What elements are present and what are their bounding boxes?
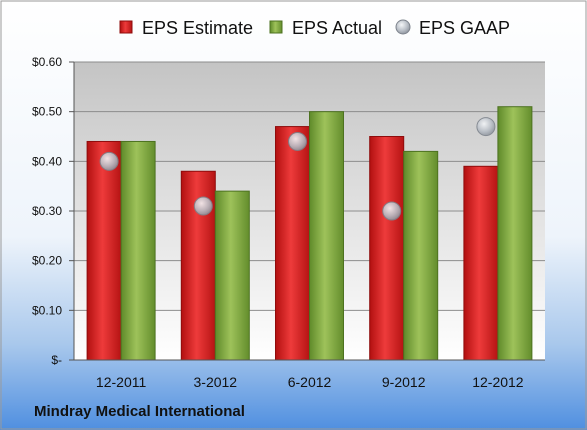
estimate-bar (86, 140, 122, 361)
x-axis: 12-2011 3-2012 6-2012 9-2012 12-2012 (74, 359, 545, 390)
x-category-label: 6-2012 (288, 374, 332, 390)
x-category-label: 9-2012 (382, 374, 426, 390)
gaap-markers (99, 117, 496, 221)
gaap-marker (99, 151, 119, 171)
estimate-bar (369, 136, 405, 361)
estimate-bar (463, 165, 499, 361)
gaap-marker (382, 201, 402, 221)
actual-bar (497, 106, 533, 361)
gaap-marker (476, 117, 496, 137)
actual-bar (309, 111, 344, 361)
legend: EPS Estimate EPS Actual EPS GAAP (119, 18, 510, 38)
estimate-swatch (119, 20, 133, 34)
x-category-label: 12-2011 (96, 374, 147, 390)
gaap-swatch (395, 19, 411, 35)
gaap-marker (193, 196, 213, 216)
actual-bar (214, 190, 250, 361)
legend-label: EPS Estimate (142, 18, 253, 38)
y-tick-label: $0.40 (32, 154, 62, 168)
y-tick-label: $- (51, 353, 62, 367)
y-tick-label: $0.50 (32, 105, 62, 119)
x-category-label: 3-2012 (194, 374, 238, 390)
x-category-label: 12-2012 (472, 374, 524, 390)
legend-label: EPS GAAP (419, 18, 510, 38)
actual-bar (120, 140, 156, 361)
y-tick-label: $0.20 (32, 254, 62, 268)
y-tick-label: $0.30 (32, 204, 62, 218)
gaap-marker (288, 131, 307, 151)
y-tick-label: $0.60 (32, 55, 62, 69)
y-tick-label: $0.10 (32, 303, 62, 317)
estimate-bar (275, 126, 310, 361)
y-axis: $- $0.10 $0.20 $0.30 $0.40 $0.50 $0.60 (32, 55, 75, 367)
actual-bar (403, 150, 439, 361)
company-name: Mindray Medical International (34, 403, 245, 420)
actual-swatch (269, 20, 283, 34)
legend-label: EPS Actual (292, 18, 382, 38)
